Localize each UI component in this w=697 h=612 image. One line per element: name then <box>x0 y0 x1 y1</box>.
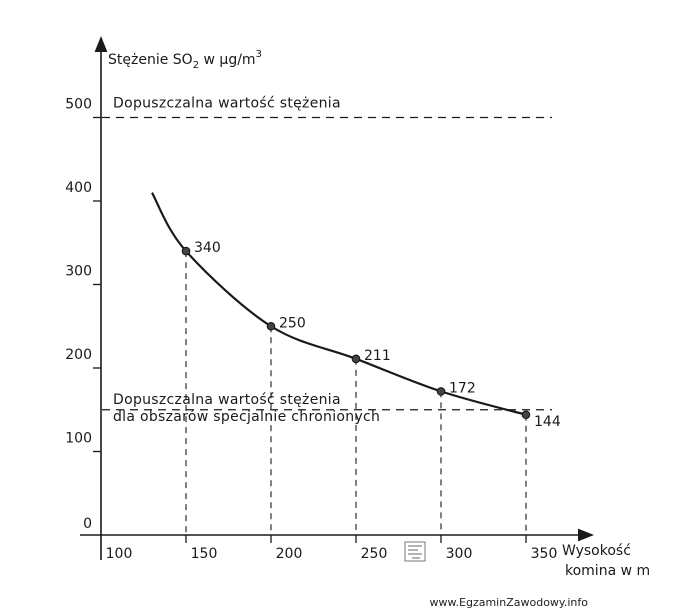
data-point <box>351 354 361 364</box>
y-tick-label: 200 <box>65 347 92 363</box>
data-label: 211 <box>364 348 391 364</box>
x-tick-label: 300 <box>446 546 473 562</box>
data-point <box>521 410 531 420</box>
limit-label: Dopuszczalna wartość stężenia <box>113 96 341 112</box>
data-label: 340 <box>194 240 221 256</box>
x-axis-title-line1: Wysokość <box>562 543 631 559</box>
y-axis-title-subscript: 2 <box>193 60 199 71</box>
x-tick-label: 250 <box>361 546 388 562</box>
data-point <box>436 387 446 396</box>
data-label: 172 <box>449 380 476 396</box>
data-label: 144 <box>534 414 561 430</box>
limit-label: Dopuszczalna wartość stężenia <box>113 392 341 408</box>
y-axis-title: Stężenie SO2 w μg/m3 <box>108 49 262 71</box>
data-label: 250 <box>279 315 306 331</box>
y-tick-label: 300 <box>65 264 92 280</box>
x-tick-label: 100 <box>106 546 133 562</box>
x-tick-label: 350 <box>531 546 558 562</box>
y-tick-label: 100 <box>65 431 92 447</box>
x-tick-label: 200 <box>276 546 303 562</box>
limit-lines: Dopuszczalna wartość stężenia Dopuszczaln… <box>102 96 552 425</box>
limit-label: dla obszarów specjalnie chronionych <box>113 409 380 425</box>
y-tick-label: 500 <box>65 97 92 113</box>
guide-lines <box>185 251 527 535</box>
x-tick-label: 150 <box>191 546 218 562</box>
y-axis-title-superscript: 3 <box>256 49 262 60</box>
data-point <box>181 246 191 256</box>
axes: 0 100 200 300 400 500 100 150 200 250 300 350 <box>65 36 594 562</box>
data-point <box>266 321 276 331</box>
x-axis-title-line2: komina w m <box>565 563 650 579</box>
y-tick-label: 400 <box>65 180 92 196</box>
watermark-stamp <box>404 541 426 562</box>
data-points: 340 250 211 172 144 <box>181 240 561 430</box>
y-tick-label: 0 <box>83 516 92 532</box>
footer-text: www.EgzaminZawodowy.info <box>430 596 589 609</box>
